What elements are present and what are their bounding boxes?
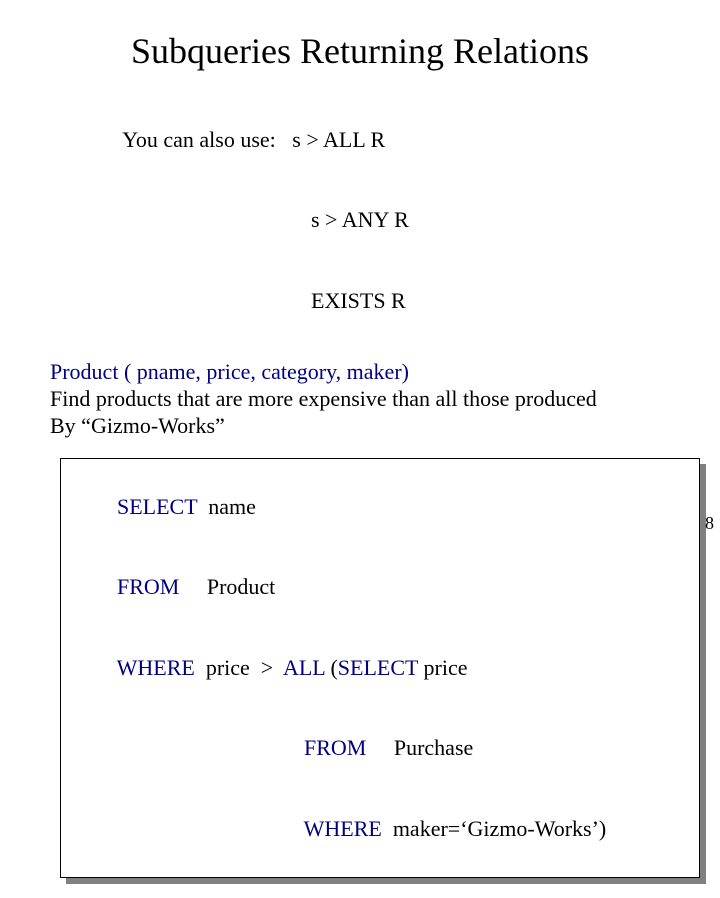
sub-where-pred: maker=‘Gizmo-Works’): [382, 816, 606, 841]
usage-line-1: s > ANY R: [311, 207, 409, 232]
slide-title: Subqueries Returning Relations: [50, 30, 670, 72]
usage-line-2: EXISTS R: [311, 288, 406, 313]
kw-from: FROM: [117, 574, 179, 599]
sub-indent-2: [117, 816, 304, 841]
select-cols: name: [197, 494, 256, 519]
page-number: 8: [705, 513, 714, 534]
kw-all: ALL: [283, 655, 325, 680]
task-line-2: By “Gizmo-Works”: [50, 413, 670, 440]
usage-block: You can also use: s > ALL R s > ANY R EX…: [90, 100, 670, 341]
schema-block: Product ( pname, price, category, maker)…: [50, 359, 670, 439]
sql-codebox-wrap: SELECT name FROM Product WHERE price > A…: [60, 458, 700, 878]
where-left: price >: [195, 655, 283, 680]
kw-where: WHERE: [117, 655, 195, 680]
sub-kw-where: WHERE: [304, 816, 382, 841]
sub-from-rel: Purchase: [366, 735, 473, 760]
usage-lead: You can also use:: [122, 127, 292, 152]
sub-kw-from: FROM: [304, 735, 366, 760]
sub-indent-1: [117, 735, 304, 760]
usage-line-0: s > ALL R: [292, 127, 385, 152]
sub-open: (: [325, 655, 338, 680]
from-rel: Product: [179, 574, 275, 599]
schema-relation: Product ( pname, price, category, maker): [50, 359, 670, 386]
sub-kw-select: SELECT: [338, 655, 418, 680]
sub-select-cols: price: [418, 655, 467, 680]
sql-codebox: SELECT name FROM Product WHERE price > A…: [60, 458, 700, 878]
task-line-1: Find products that are more expensive th…: [50, 386, 670, 413]
kw-select: SELECT: [117, 494, 197, 519]
